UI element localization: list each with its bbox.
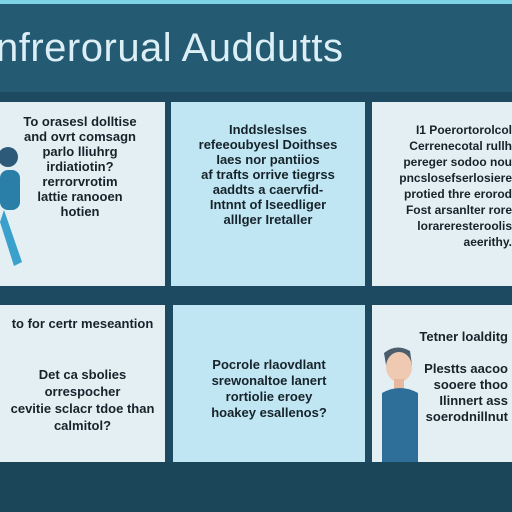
- person-illustration: [0, 147, 22, 266]
- top-accent-line: [0, 0, 512, 4]
- info-panel-4: to for certr meseantion Det ca sbolies o…: [0, 305, 165, 462]
- panel-4-text: to for certr meseantion Det ca sbolies o…: [10, 316, 155, 433]
- info-panel-1: To orasesl dolltise and ovrt comsagn par…: [0, 102, 165, 286]
- panel-6-text: Tetner loalditg Plestts aacoo sooere tho…: [419, 329, 508, 424]
- panel-1-text: To orasesl dolltise and ovrt comsagn par…: [23, 114, 137, 219]
- panel-2-text: Inddsleslses refeeoubyesl Doithses Iaes …: [198, 122, 338, 227]
- panel-5-text: Pocrole rlaovdlant srewonaltoe lanert ro…: [211, 357, 327, 420]
- footer-bar: [0, 462, 512, 512]
- page-title: nfrerorual Auddutts: [0, 26, 344, 70]
- info-panel-5: Pocrole rlaovdlant srewonaltoe lanert ro…: [173, 305, 365, 462]
- person-illustration: [382, 347, 418, 462]
- header-banner: nfrerorual Auddutts: [0, 4, 512, 92]
- info-panel-6: Tetner loalditg Plestts aacoo sooere tho…: [372, 305, 512, 462]
- panel-3-text: I1 Poerortorolcol Cerrenecotal rullh per…: [399, 123, 512, 249]
- info-panel-2: Inddsleslses refeeoubyesl Doithses Iaes …: [171, 102, 365, 286]
- info-panel-3: I1 Poerortorolcol Cerrenecotal rullh per…: [372, 102, 512, 286]
